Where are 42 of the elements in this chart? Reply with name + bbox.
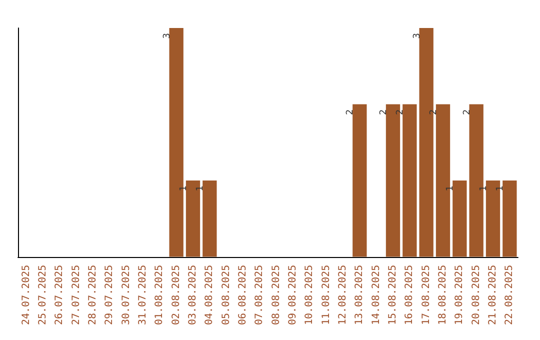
- x-tick-label: 31.07.2025: [138, 264, 148, 326]
- x-tick-label: 13.08.2025: [354, 264, 366, 326]
- x-tick-label: 07.08.2025: [254, 264, 266, 326]
- data-label: 1: [496, 186, 506, 192]
- data-label: 1: [179, 186, 189, 192]
- data-label: 1: [446, 186, 456, 192]
- data-label: 2: [462, 109, 472, 115]
- x-tick-label: 22.08.2025: [504, 264, 516, 326]
- x-tick-label: 18.08.2025: [438, 264, 448, 326]
- data-label: 2: [379, 109, 389, 115]
- x-tick-label: 30.07.2025: [120, 264, 132, 326]
- x-tick-label: 24.07.2025: [20, 264, 32, 326]
- data-label: 3: [162, 33, 172, 39]
- x-tick-label: 08.08.2025: [270, 264, 282, 326]
- data-label: 3: [412, 33, 422, 39]
- x-tick-label: 29.07.2025: [104, 264, 116, 326]
- x-tick-label: 15.08.2025: [388, 264, 398, 326]
- data-label: 1: [479, 186, 489, 192]
- x-tick-label: 25.07.2025: [38, 264, 48, 326]
- x-tick-label: 02.08.2025: [170, 264, 182, 326]
- data-label: 2: [346, 109, 356, 115]
- x-tick-label: 01.08.2025: [154, 264, 166, 326]
- x-tick-label: 17.08.2025: [420, 264, 432, 326]
- x-tick-label: 14.08.2025: [370, 264, 382, 326]
- x-tick-label: 06.08.2025: [238, 264, 248, 326]
- x-tick-label: 26.07.2025: [54, 264, 66, 326]
- x-tick-label: 20.08.2025: [470, 264, 482, 326]
- x-tick-label: 09.08.2025: [288, 264, 298, 326]
- data-label: 2: [396, 109, 406, 115]
- x-tick-label: 11.08.2025: [320, 264, 332, 326]
- x-tick-label: 10.08.2025: [304, 264, 316, 326]
- x-tick-label: 16.08.2025: [404, 264, 416, 326]
- x-tick-label: 05.08.2025: [220, 264, 232, 326]
- x-tick-label: 27.07.2025: [70, 264, 82, 326]
- x-tick-label: 12.08.2025: [338, 264, 348, 326]
- data-label: 1: [196, 186, 206, 192]
- x-tick-label: 19.08.2025: [454, 264, 466, 326]
- x-tick-label: 03.08.2025: [188, 264, 198, 326]
- x-tick-label: 28.07.2025: [88, 264, 98, 326]
- data-label: 2: [429, 109, 439, 115]
- x-tick-label: 04.08.2025: [204, 264, 216, 326]
- x-tick-label: 21.08.2025: [488, 264, 498, 326]
